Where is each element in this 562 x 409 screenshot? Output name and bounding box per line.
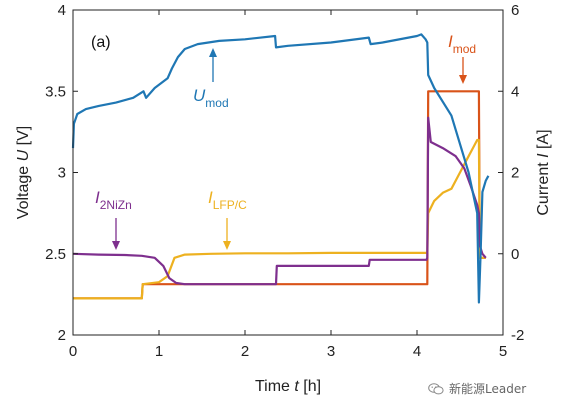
series-label-ILFPC: ILFP/C <box>208 188 247 212</box>
x-tick-label: 0 <box>69 343 77 360</box>
y-right-tick-label: 6 <box>511 2 519 19</box>
series-label-Umod: Umod <box>193 86 229 110</box>
series-label-I2NiZn: I2NiZn <box>95 188 132 212</box>
panel-label: (a) <box>91 34 111 51</box>
x-tick-label: 1 <box>155 343 163 360</box>
y-left-tick-label: 4 <box>58 2 66 19</box>
watermark: 新能源Leader <box>428 380 526 397</box>
x-tick-label: 3 <box>327 343 335 360</box>
y-left-tick-label: 2.5 <box>45 246 66 263</box>
series-label-Imod: Imod <box>448 32 476 56</box>
x-axis-label: Time t [h] <box>255 378 321 395</box>
annotations: (a) Umod Imod I2NiZn ILFP/C <box>91 32 476 250</box>
plot-area <box>71 33 490 304</box>
arrow-head-Imod <box>459 75 467 84</box>
y-left-axis-label: Voltage U [V] <box>15 126 32 219</box>
y-right-tick-label: 4 <box>511 83 519 100</box>
y-left-tick-label: 2 <box>58 327 66 344</box>
y-right-tick-label: 0 <box>511 246 519 263</box>
series-line-I2NiZn <box>72 116 487 286</box>
x-tick-label: 5 <box>499 343 507 360</box>
x-tick-label: 2 <box>241 343 249 360</box>
arrow-head-I2NiZn <box>112 241 120 250</box>
series-line-Umod <box>71 33 490 304</box>
axis-frame <box>72 9 504 336</box>
wechat-icon <box>428 382 444 394</box>
watermark-text: 新能源Leader <box>449 382 527 396</box>
y-left-tick-label: 3 <box>58 165 66 182</box>
arrow-head-ILFPC <box>223 241 231 250</box>
y-right-tick-label: 2 <box>511 165 519 182</box>
y-right-tick-label: -2 <box>511 327 524 344</box>
y-left-tick-label: 3.5 <box>45 83 66 100</box>
x-tick-label: 4 <box>413 343 421 360</box>
y-right-axis-label: Current I [A] <box>535 129 552 215</box>
arrow-head-Umod <box>209 48 217 57</box>
series-line-Imod <box>73 90 486 300</box>
series-line-ILFPC <box>73 138 486 300</box>
